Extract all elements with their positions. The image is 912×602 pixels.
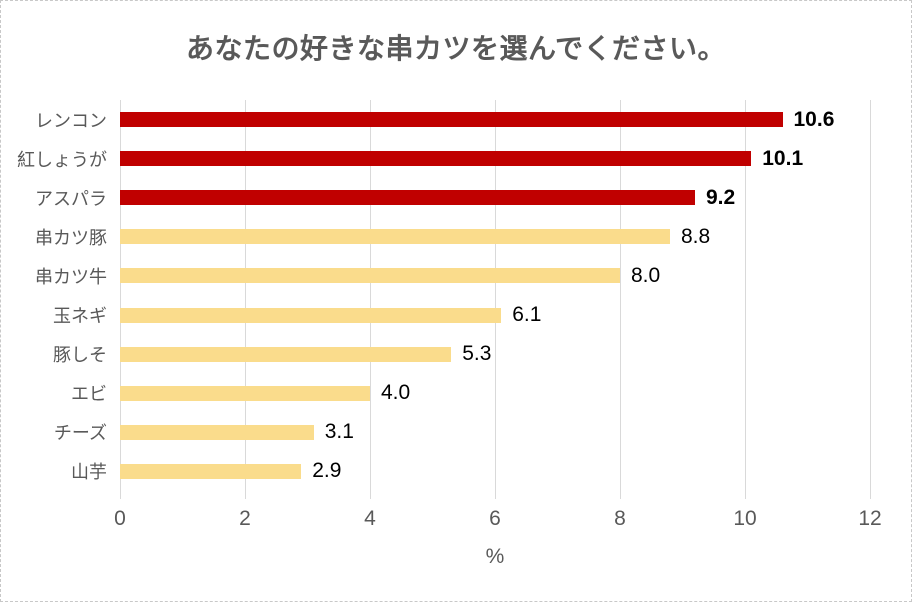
x-tick-label: 0 xyxy=(114,507,126,530)
x-tick-label: 8 xyxy=(614,507,626,530)
gridline xyxy=(370,100,371,499)
bar xyxy=(120,463,302,479)
bar xyxy=(120,424,314,440)
x-tick-label: 12 xyxy=(858,507,882,530)
category-label: 紅しょうが xyxy=(17,149,107,170)
category-label: 山芋 xyxy=(71,462,107,483)
y-axis-labels: レンコン紅しょうがアスパラ串カツ豚串カツ牛玉ネギ豚しそエビチーズ山芋 xyxy=(1,100,107,491)
bar-value-label: 5.3 xyxy=(462,342,492,366)
bar-value-label: 6.1 xyxy=(512,303,542,327)
gridline xyxy=(745,100,746,499)
plot-area: 10.6 10.1 9.2 8.8 8.0 6.1 5.3 4.0 3.1 2.9 xyxy=(120,100,871,499)
x-tick-label: 6 xyxy=(489,507,501,530)
bar-value-label: 10.6 xyxy=(793,107,835,131)
category-label: 玉ネギ xyxy=(53,306,107,327)
bar-value-label: 9.2 xyxy=(706,185,736,209)
category-label: チーズ xyxy=(53,423,107,444)
bar xyxy=(120,190,695,206)
bar-value-label: 8.8 xyxy=(681,224,711,248)
bar xyxy=(120,268,620,284)
bar-value-label: 10.1 xyxy=(762,146,804,170)
category-label: 串カツ牛 xyxy=(35,266,107,287)
gridline xyxy=(120,100,121,499)
bar xyxy=(120,346,452,362)
category-label: 串カツ豚 xyxy=(35,227,107,248)
chart-title: あなたの好きな串カツを選んでください。 xyxy=(185,33,727,64)
category-label: 豚しそ xyxy=(53,345,107,366)
x-tick-label: 4 xyxy=(364,507,376,530)
bar xyxy=(120,385,370,401)
x-axis-title: % xyxy=(485,545,505,568)
bar-value-label: 2.9 xyxy=(312,459,342,483)
bar-value-label: 3.1 xyxy=(324,420,354,444)
category-label: エビ xyxy=(71,384,107,405)
bar-value-label: 4.0 xyxy=(381,381,411,405)
category-label: アスパラ xyxy=(35,188,107,209)
bar xyxy=(120,112,783,128)
gridline xyxy=(870,100,871,499)
bar xyxy=(120,229,670,245)
gridline xyxy=(495,100,496,499)
x-tick-label: 10 xyxy=(733,507,757,530)
bar-value-label: 8.0 xyxy=(630,263,661,287)
category-label: レンコン xyxy=(35,110,107,131)
gridline xyxy=(620,100,621,499)
bar xyxy=(120,151,752,167)
x-axis-tick-labels: 0 2 4 6 8 10 12 xyxy=(114,507,882,535)
x-tick-label: 2 xyxy=(239,507,251,530)
bar xyxy=(120,307,502,323)
gridline xyxy=(245,100,246,499)
